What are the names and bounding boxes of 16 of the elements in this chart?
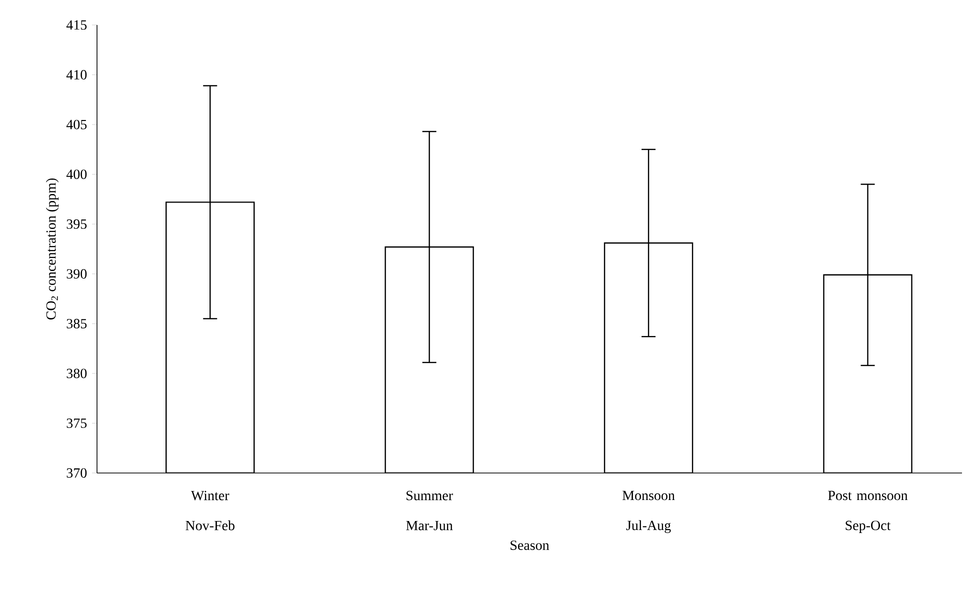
y-axis-title: CO$_{2}$ concentration (ppm) — [46, 178, 59, 320]
y-tick-label: 395 — [66, 219, 87, 229]
y-tick-label: 405 — [66, 120, 87, 130]
y-tick-label: 415 — [66, 20, 87, 30]
y-tick-label: 385 — [66, 318, 87, 328]
y-tick-label: 390 — [66, 269, 87, 279]
y-tick-label: 380 — [66, 368, 87, 378]
y-tick-label: 410 — [66, 70, 87, 80]
category-label: Post monsoon Sep-Oct — [828, 490, 908, 533]
category-label: Winter Nov-Feb — [186, 490, 234, 530]
y-tick-label: 370 — [66, 468, 87, 478]
category-label: Monsoon Jul-Aug — [622, 490, 675, 534]
y-tick-label: 400 — [66, 170, 87, 180]
x-axis-title: Season — [510, 540, 550, 550]
y-tick-label: 375 — [66, 418, 87, 428]
category-label: Summer Mar-Jun — [406, 490, 453, 530]
